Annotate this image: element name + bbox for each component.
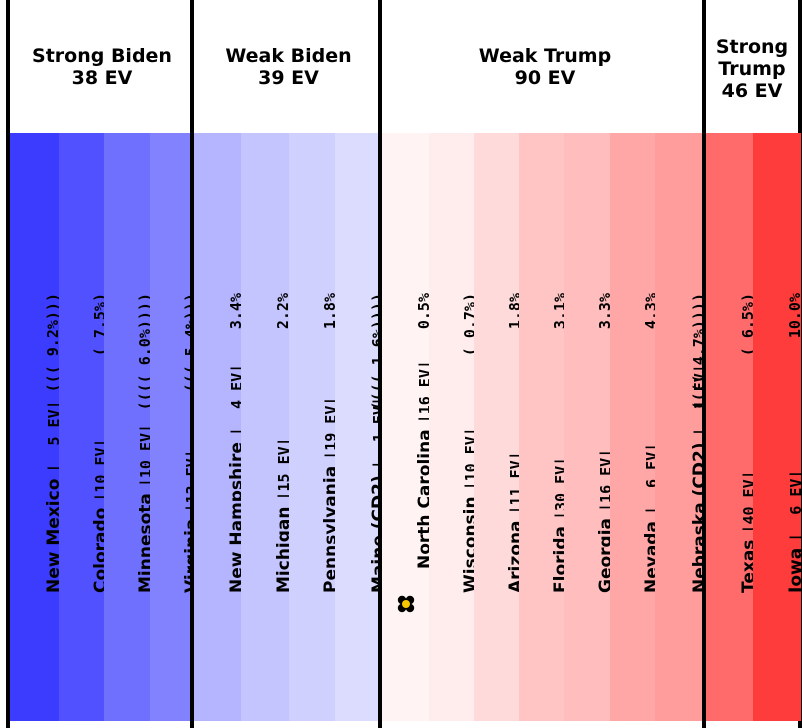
- group-footer: [194, 721, 383, 728]
- state-margin: 10.0%: [786, 293, 802, 339]
- state-strip: 3.3% Georgia|16 EV|: [564, 133, 616, 721]
- group-header: Strong Trump 46 EV: [706, 0, 798, 133]
- group-weak-biden: Weak Biden 39 EV 3.4% New Hampshire| 4 EV| 2…: [190, 0, 389, 728]
- group-strong-trump: Strong Trump 46 EV( 6.5%) Texas|40 EV| 10.0%…: [702, 0, 802, 728]
- state-strip: 3.1% Florida|30 EV|: [519, 133, 571, 721]
- group-header: Weak Biden 39 EV: [194, 0, 383, 133]
- state-strip: ( 7.5%) Colorado|10 EV|: [59, 133, 111, 721]
- group-ev-total: 90 EV: [514, 66, 576, 89]
- group-title-line: Strong: [715, 36, 789, 58]
- state-strip: ( 6.5%) Texas|40 EV|: [706, 133, 759, 721]
- group-footer: [10, 721, 194, 728]
- group-strong-biden: Strong Biden 38 EV((( 9.2%))) New Mexico| …: [6, 0, 202, 728]
- group-title: Weak Biden: [225, 44, 352, 67]
- state-strip: 10.0% Iowa | 6 EV|: [753, 133, 802, 721]
- group-header: Weak Trump 90 EV: [382, 0, 708, 133]
- state-strip: 2.2% Michigan|15 EV|: [241, 133, 294, 721]
- state-strip: 4.3% Nevada| 6 EV|: [610, 133, 662, 721]
- group-header: Strong Biden 38 EV: [10, 0, 194, 133]
- flower-icon: [397, 595, 414, 613]
- state-name: Iowa: [786, 547, 802, 593]
- state-strip: ((( 9.2%))) New Mexico| 5 EV|: [10, 133, 64, 721]
- group-states: ( 6.5%)Texas|40 EV| 10.0% Iowa | 6 EV|: [706, 133, 802, 721]
- state-strip: ( 0.7%) Wisconsin|10 EV|: [429, 133, 481, 721]
- group-title: Weak Trump: [478, 44, 612, 67]
- group-ev-total: 38 EV: [71, 66, 133, 89]
- state-strip: (((( 4.7%)))) Nebraska (CD2)| 1 EV|: [655, 133, 710, 721]
- state-strip: 0.5% North Carolina|16 EV|: [382, 133, 435, 721]
- state-strip: (((( 1.6%)))) Maine (CD2)| 1 EV|: [335, 133, 389, 721]
- group-footer: [382, 721, 708, 728]
- group-title: Strong Biden: [32, 44, 172, 67]
- group-states: 0.5% North Carolina|16 EV|( 0.7%) Wisconsi…: [382, 133, 710, 721]
- state-label: Iowa | 6 EV|: [786, 470, 802, 593]
- state-strip: 3.4% New Hampshire| 4 EV|: [194, 133, 247, 721]
- state-strip: 1.8% Arizona|11 EV|: [474, 133, 526, 721]
- state-strip: (((( 6.0%)))) Minnesota|10 EV|: [104, 133, 156, 721]
- group-ev-total: 39 EV: [258, 66, 319, 89]
- group-states: ((( 9.2%))) New Mexico| 5 EV|( 7.5%) Color…: [10, 133, 202, 721]
- group-title-line: Trump: [718, 58, 786, 80]
- group-footer: [706, 721, 798, 728]
- state-ev: | 6 EV|: [787, 469, 802, 542]
- group-states: 3.4% New Hampshire| 4 EV| 2.2% Michigan|15 …: [194, 133, 389, 721]
- group-ev-total: 46 EV: [721, 80, 783, 102]
- state-strip: ((( 5.4%))) Virginia|13 EV|: [150, 133, 202, 721]
- state-strip: 1.8% Pennsylvania|19 EV|: [289, 133, 341, 721]
- group-weak-trump: Weak Trump 90 EV 0.5% North Carolina|16 EV|…: [378, 0, 710, 728]
